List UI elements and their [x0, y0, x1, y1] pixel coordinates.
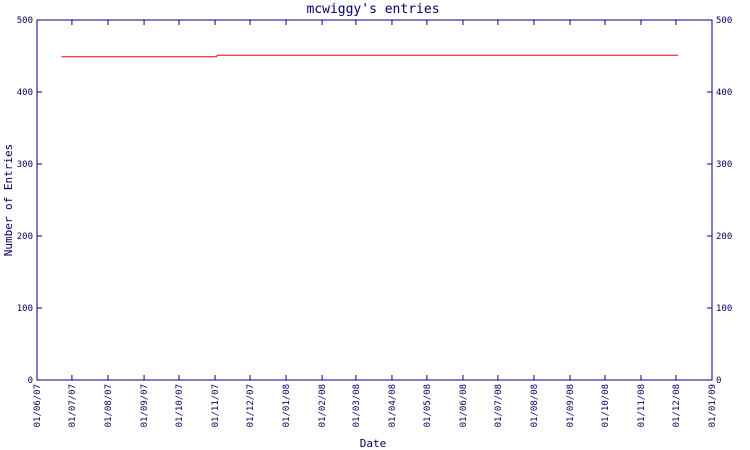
chart-title: mcwiggy's entries: [306, 2, 439, 17]
y-tick-label: 200: [17, 232, 33, 242]
x-tick-label: 01/09/07: [140, 384, 150, 427]
x-tick-label: 01/08/07: [104, 384, 114, 427]
x-tick-label: 01/02/08: [318, 384, 328, 427]
plot-frame: [36, 19, 713, 381]
data-line: [61, 54, 679, 58]
y2-tick-label: 100: [716, 304, 732, 314]
x-tick-label: 01/10/07: [175, 384, 185, 427]
x-tick-label: 01/06/07: [33, 384, 43, 427]
y2-tick-label: 200: [716, 232, 732, 242]
y2-tick-label: 400: [716, 88, 732, 98]
y-tick-label: 300: [17, 160, 33, 170]
y2-tick-label: 500: [716, 16, 732, 26]
x-tick-label: 01/01/08: [282, 384, 292, 427]
x-tick-label: 01/07/07: [68, 384, 78, 427]
x-tick-label: 01/01/09: [708, 384, 718, 427]
x-tick-label: 01/09/08: [566, 384, 576, 427]
y-tick-label: 400: [17, 88, 33, 98]
y-axis-label: Number of Entries: [2, 144, 15, 257]
x-tick-label: 01/07/08: [494, 384, 504, 427]
y-tick-label: 100: [17, 304, 33, 314]
y2-tick-label: 0: [716, 376, 721, 386]
x-tick-label: 01/11/08: [637, 384, 647, 427]
x-tick-label: 01/11/07: [211, 384, 221, 427]
x-tick-label: 01/06/08: [459, 384, 469, 427]
x-tick-label: 01/03/08: [352, 384, 362, 427]
y2-tick-label: 300: [716, 160, 732, 170]
x-tick-label: 01/12/08: [672, 384, 682, 427]
x-tick-label: 01/12/07: [246, 384, 256, 427]
y-tick-label: 0: [28, 376, 33, 386]
y-tick-label: 500: [17, 16, 33, 26]
x-tick-label: 01/04/08: [388, 384, 398, 427]
x-tick-label: 01/05/08: [423, 384, 433, 427]
x-tick-label: 01/08/08: [530, 384, 540, 427]
x-tick-label: 01/10/08: [601, 384, 611, 427]
x-axis-label: Date: [360, 437, 387, 450]
